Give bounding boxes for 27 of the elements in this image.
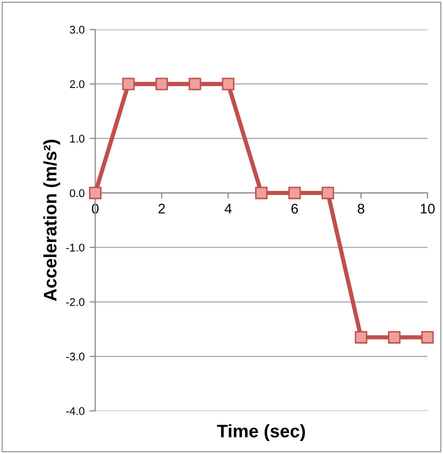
y-tick-label: -3.0 (66, 352, 84, 361)
y-tick-label: -1.0 (66, 244, 84, 252)
x-tick-label: 2 (158, 204, 165, 214)
point (354, 331, 368, 344)
point (155, 78, 168, 90)
point (288, 186, 301, 200)
y-tick-label: 3.0 (70, 26, 84, 34)
x-tick-label: 4 (224, 204, 232, 214)
point (322, 186, 334, 200)
x-tick-label: 0 (92, 204, 99, 214)
point (88, 186, 102, 200)
x-tick-label: 10 (420, 204, 435, 214)
y-tick-label: -2.0 (66, 298, 84, 306)
point (388, 331, 401, 344)
point (188, 78, 202, 90)
x-tick-label: 8 (358, 204, 364, 214)
y-tick-label: 0.0 (70, 189, 84, 198)
y-tick-label: 1.0 (70, 134, 84, 143)
point (255, 186, 268, 200)
x-axis-title: Time (sec) (217, 424, 305, 442)
point (122, 78, 135, 90)
y-tick-label: 2.0 (70, 80, 84, 88)
y-tick-label: -4.0 (66, 407, 84, 416)
point (421, 331, 434, 344)
x-tick-label: 6 (291, 204, 298, 214)
point (222, 78, 234, 90)
y-axis-title: Acceleration (m/s²) (43, 140, 60, 302)
